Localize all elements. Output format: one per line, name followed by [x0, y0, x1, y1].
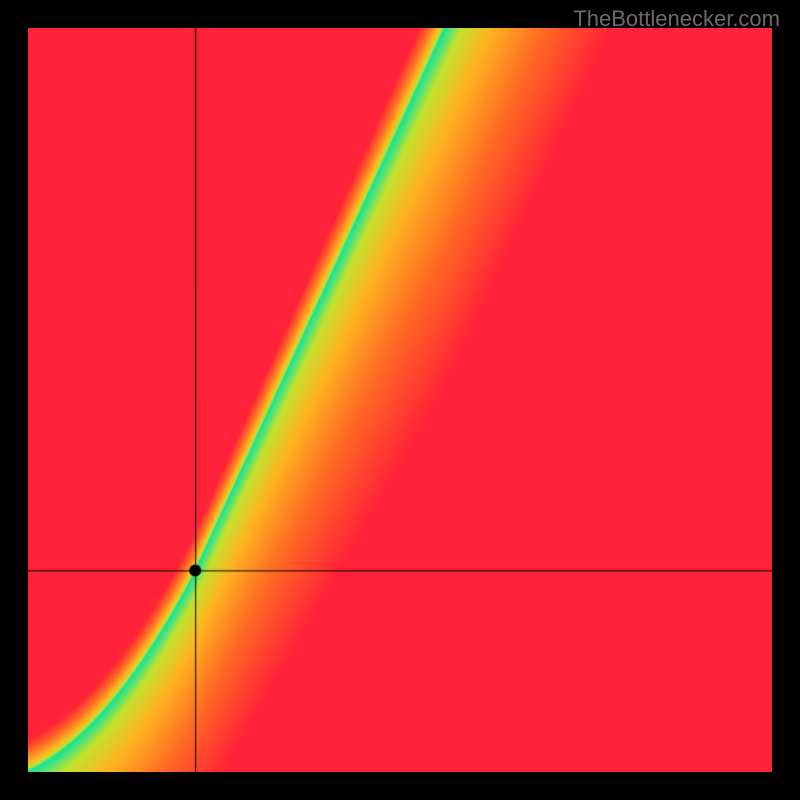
watermark-text: TheBottlenecker.com	[573, 6, 780, 32]
bottleneck-heatmap	[28, 28, 772, 772]
chart-container: TheBottlenecker.com	[0, 0, 800, 800]
